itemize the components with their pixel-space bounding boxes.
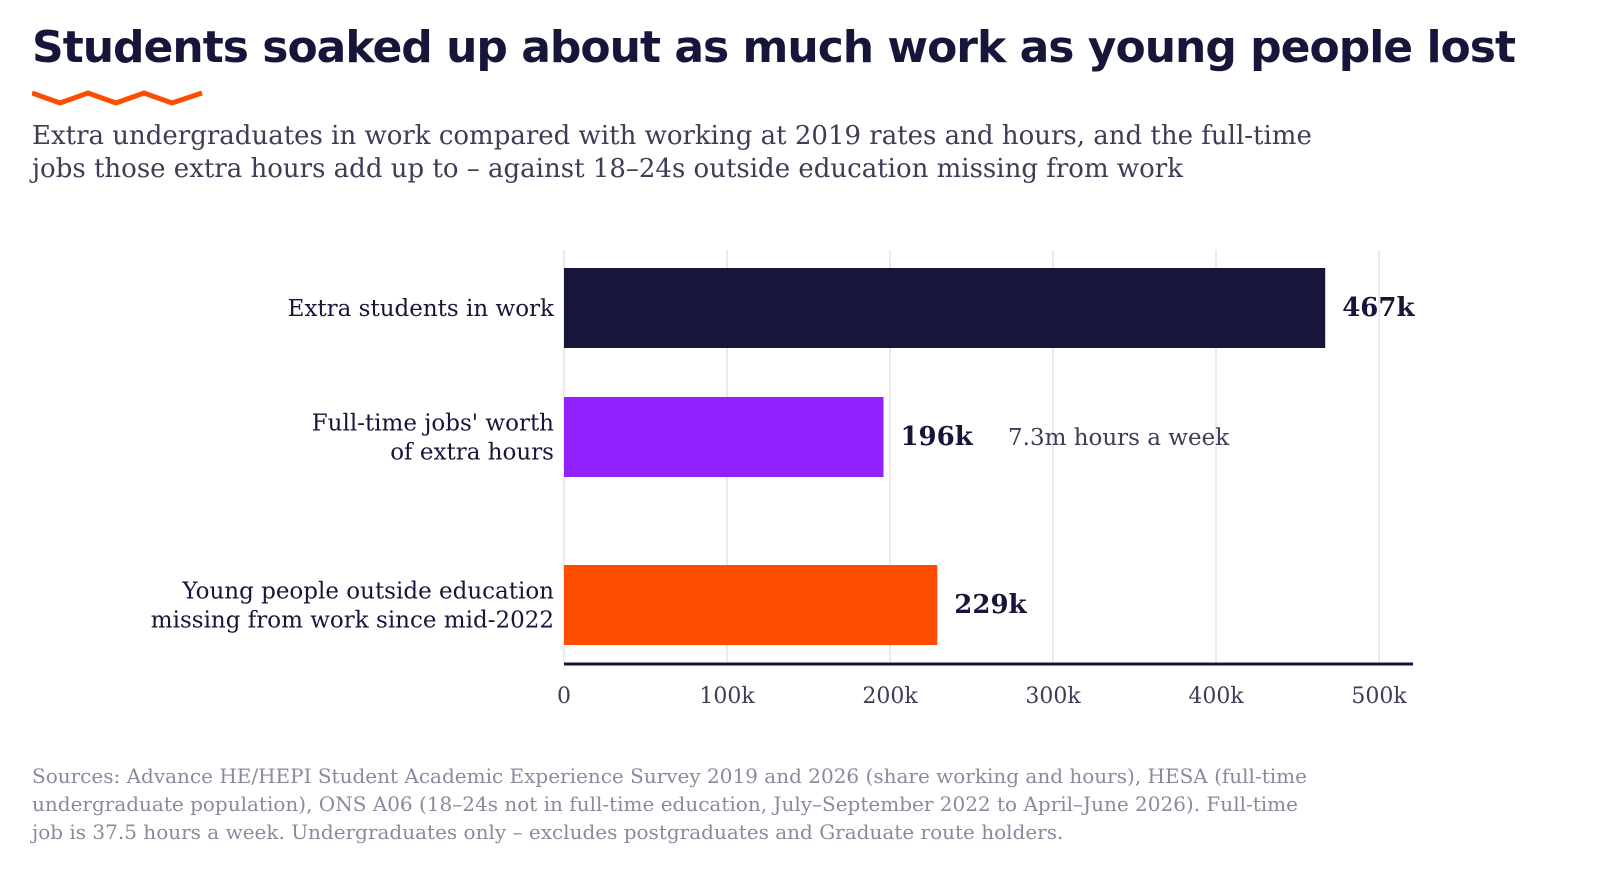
value-label: 196k xyxy=(900,422,973,452)
x-tick-label: 500k xyxy=(1351,684,1407,709)
category-label: Extra students in work xyxy=(288,296,555,322)
category-label: of extra hours xyxy=(390,440,554,466)
x-tick-label: 0 xyxy=(557,684,571,709)
category-label: Full-time jobs' worth xyxy=(312,411,554,437)
bar xyxy=(564,565,938,645)
bars xyxy=(564,268,1326,645)
x-tick-label: 300k xyxy=(1025,684,1081,709)
bar xyxy=(564,268,1326,348)
category-label: Young people outside education xyxy=(181,579,554,605)
x-tick-label: 100k xyxy=(699,684,755,709)
bar xyxy=(564,397,884,477)
bar-chart: 0 100k 200k 300k 400k 500k 467k Extra students … xyxy=(151,250,1416,709)
category-label: missing from work since mid-2022 xyxy=(151,608,554,634)
x-tick-label: 400k xyxy=(1188,684,1244,709)
labels: 0 100k 200k 300k 400k 500k 467k Extra students … xyxy=(151,293,1416,709)
x-tick-label: 200k xyxy=(862,684,918,709)
value-label: 467k xyxy=(1342,293,1415,323)
chart-title: Students soaked up about as much work as… xyxy=(32,22,1516,73)
chart-subtitle: Extra undergraduates in work compared wi… xyxy=(32,121,1312,184)
annotation-label: 7.3m hours a week xyxy=(1008,425,1230,451)
value-label: 229k xyxy=(954,590,1027,620)
source-note: Sources: Advance HE/HEPI Student Academi… xyxy=(32,764,1307,844)
decorative-squiggle xyxy=(32,90,203,106)
